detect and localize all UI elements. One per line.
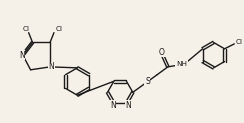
- Text: N: N: [110, 101, 116, 110]
- Text: N: N: [19, 51, 25, 60]
- Text: NH: NH: [176, 61, 187, 67]
- Text: Cl: Cl: [22, 26, 29, 32]
- Text: N: N: [48, 62, 54, 71]
- Text: O: O: [159, 48, 165, 57]
- Text: S: S: [145, 77, 150, 86]
- Text: N: N: [126, 101, 131, 110]
- Text: Cl: Cl: [55, 26, 62, 32]
- Text: Cl: Cl: [236, 39, 243, 45]
